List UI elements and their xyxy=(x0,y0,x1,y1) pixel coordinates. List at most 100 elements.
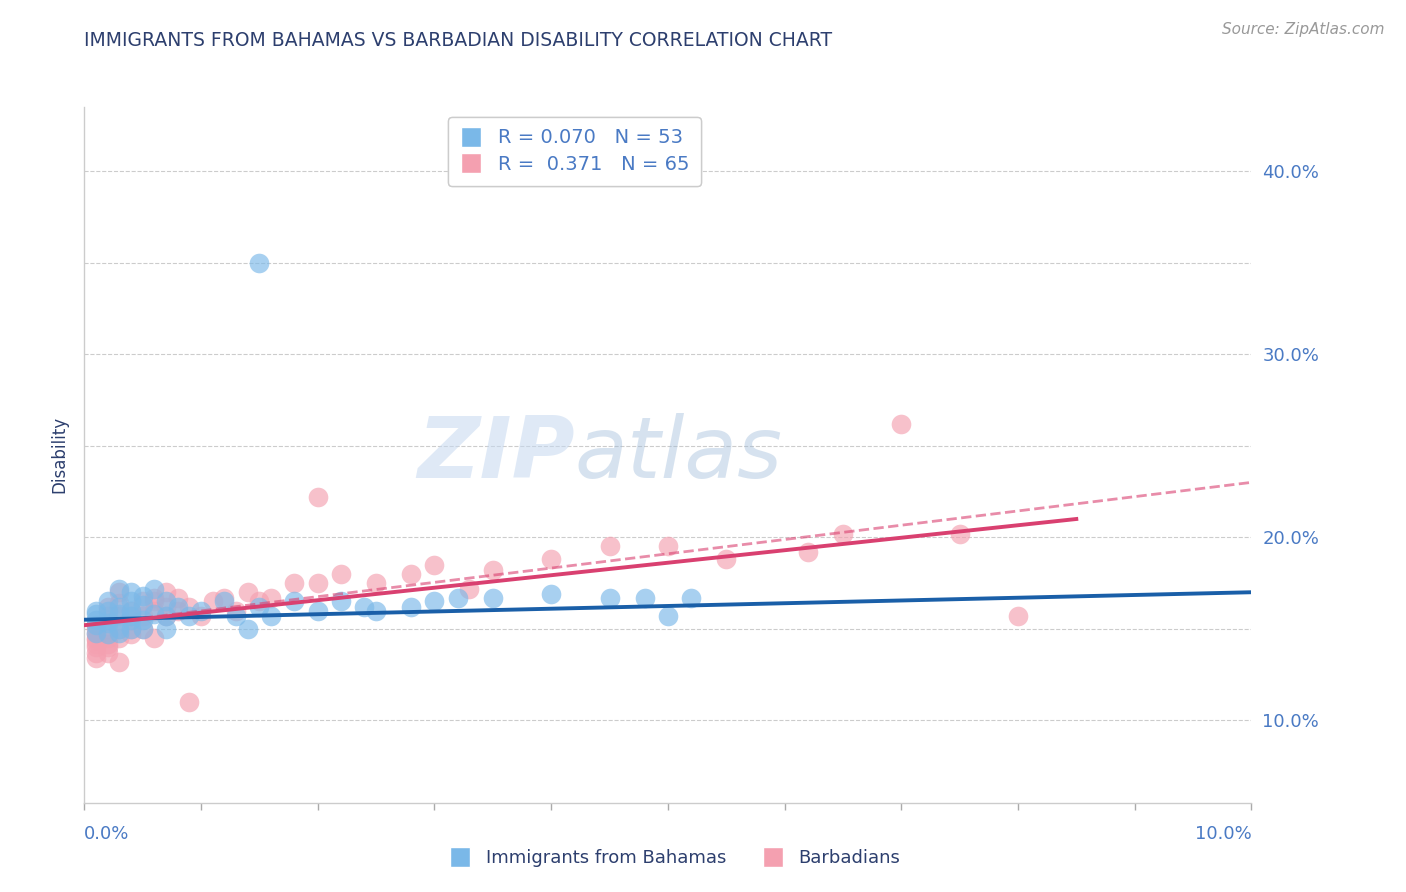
Point xyxy=(97,599,120,614)
Point xyxy=(236,585,259,599)
Point xyxy=(166,599,188,614)
Point xyxy=(366,576,388,591)
Point xyxy=(797,545,820,559)
Point xyxy=(307,576,329,591)
Point xyxy=(307,603,329,617)
Point xyxy=(1007,609,1029,624)
Point xyxy=(225,609,247,624)
Point xyxy=(108,596,131,610)
Point xyxy=(132,613,155,627)
Point xyxy=(366,603,388,617)
Point xyxy=(155,622,177,636)
Point xyxy=(143,631,166,645)
Point xyxy=(84,618,107,632)
Point xyxy=(108,607,131,622)
Point xyxy=(84,613,107,627)
Point xyxy=(143,582,166,596)
Point xyxy=(307,490,329,504)
Point xyxy=(458,582,481,596)
Point xyxy=(681,591,703,605)
Point xyxy=(97,640,120,655)
Point xyxy=(247,599,270,614)
Point xyxy=(84,607,107,622)
Point xyxy=(84,618,107,632)
Point xyxy=(97,594,120,608)
Point xyxy=(132,609,155,624)
Legend: R = 0.070   N = 53, R =  0.371   N = 65: R = 0.070 N = 53, R = 0.371 N = 65 xyxy=(447,117,702,186)
Text: IMMIGRANTS FROM BAHAMAS VS BARBADIAN DISABILITY CORRELATION CHART: IMMIGRANTS FROM BAHAMAS VS BARBADIAN DIS… xyxy=(84,31,832,50)
Point xyxy=(143,607,166,622)
Text: ZIP: ZIP xyxy=(416,413,575,497)
Point xyxy=(108,582,131,596)
Point xyxy=(179,695,201,709)
Point xyxy=(179,609,201,624)
Point xyxy=(97,646,120,660)
Point xyxy=(633,591,655,605)
Point xyxy=(225,603,247,617)
Point xyxy=(84,627,107,641)
Text: atlas: atlas xyxy=(575,413,783,497)
Point xyxy=(84,651,107,665)
Point xyxy=(260,609,283,624)
Point xyxy=(247,594,270,608)
Point xyxy=(714,552,737,566)
Point xyxy=(201,594,224,608)
Point xyxy=(143,594,166,608)
Point xyxy=(540,552,562,566)
Point xyxy=(97,631,120,645)
Point xyxy=(108,655,131,669)
Point xyxy=(120,603,142,617)
Point xyxy=(260,591,283,605)
Point xyxy=(97,616,120,631)
Point xyxy=(84,631,107,645)
Text: 10.0%: 10.0% xyxy=(1195,825,1251,843)
Point xyxy=(330,594,353,608)
Point xyxy=(120,609,142,624)
Point xyxy=(132,598,155,612)
Point xyxy=(214,594,236,608)
Point xyxy=(155,609,177,624)
Point xyxy=(108,622,131,636)
Point xyxy=(84,632,107,647)
Point xyxy=(120,622,142,636)
Point xyxy=(132,594,155,608)
Point xyxy=(599,591,621,605)
Point xyxy=(84,640,107,655)
Point xyxy=(247,255,270,269)
Point xyxy=(108,585,131,599)
Point xyxy=(423,558,446,572)
Point xyxy=(84,636,107,650)
Point xyxy=(97,603,120,617)
Point xyxy=(120,609,142,624)
Point xyxy=(97,609,120,624)
Point xyxy=(84,646,107,660)
Point xyxy=(84,622,107,636)
Point xyxy=(657,609,679,624)
Point xyxy=(166,603,188,617)
Text: Source: ZipAtlas.com: Source: ZipAtlas.com xyxy=(1222,22,1385,37)
Point xyxy=(283,576,305,591)
Point xyxy=(236,622,259,636)
Point xyxy=(832,526,855,541)
Y-axis label: Disability: Disability xyxy=(51,417,69,493)
Point xyxy=(155,599,177,614)
Point xyxy=(190,609,212,624)
Point xyxy=(97,622,120,636)
Point xyxy=(166,591,188,605)
Point xyxy=(283,594,305,608)
Point xyxy=(108,631,131,645)
Point xyxy=(120,627,142,641)
Point xyxy=(132,622,155,636)
Point xyxy=(423,594,446,608)
Point xyxy=(214,591,236,605)
Point xyxy=(143,591,166,605)
Point xyxy=(132,622,155,636)
Point xyxy=(143,603,166,617)
Point xyxy=(120,594,142,608)
Legend: Immigrants from Bahamas, Barbadians: Immigrants from Bahamas, Barbadians xyxy=(443,842,907,874)
Point xyxy=(540,587,562,601)
Point xyxy=(657,540,679,554)
Point xyxy=(120,613,142,627)
Point xyxy=(97,613,120,627)
Point xyxy=(120,603,142,617)
